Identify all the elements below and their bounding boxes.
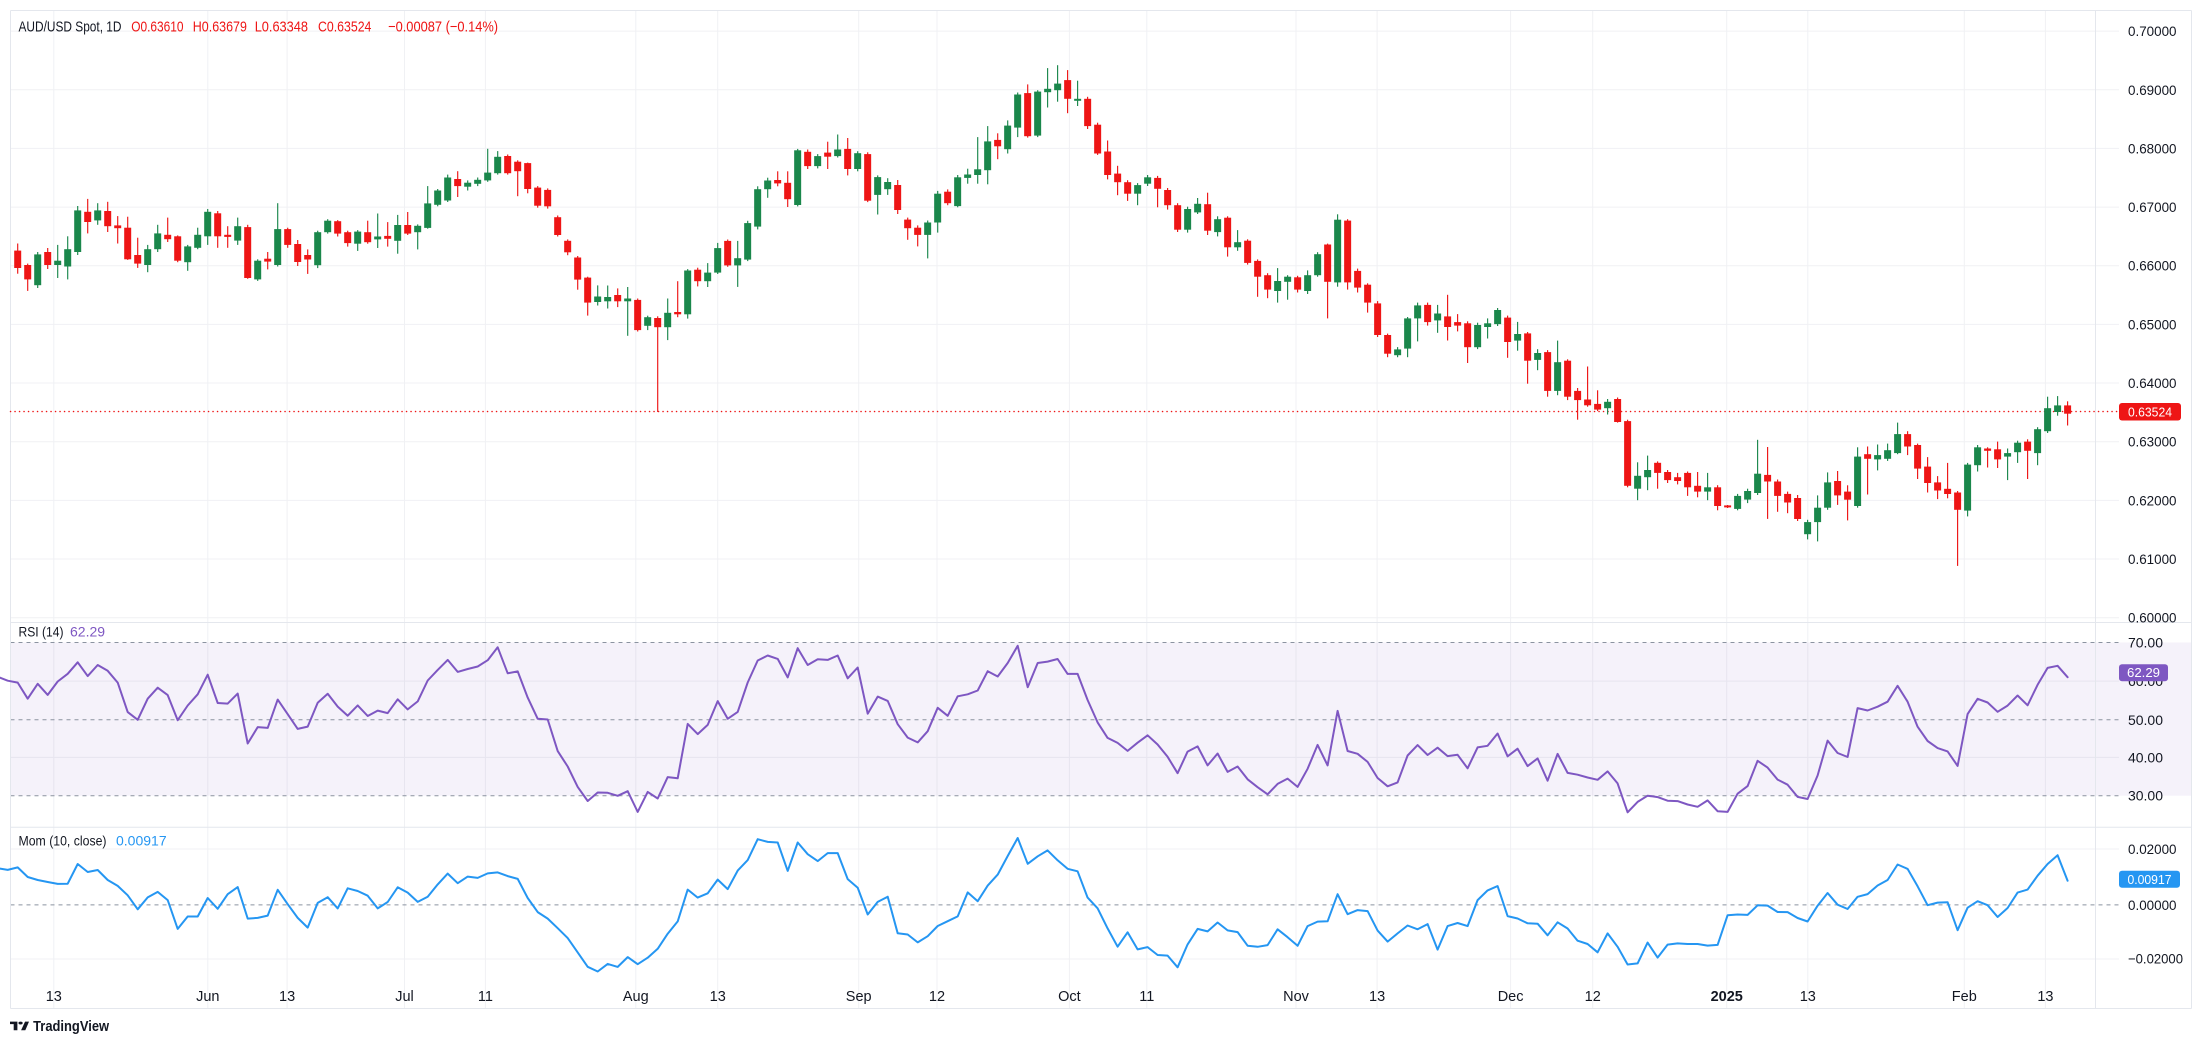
svg-text:0.69000: 0.69000 (2128, 82, 2177, 98)
svg-text:0.67000: 0.67000 (2128, 199, 2177, 215)
svg-text:13: 13 (279, 989, 295, 1005)
svg-text:12: 12 (1585, 989, 1601, 1005)
svg-text:Aug: Aug (623, 989, 649, 1005)
svg-text:0.65000: 0.65000 (2128, 316, 2177, 332)
svg-text:L0.63348: L0.63348 (255, 18, 308, 35)
svg-text:−0.00087 (−0.14%): −0.00087 (−0.14%) (388, 18, 498, 35)
svg-text:TradingView: TradingView (33, 1019, 110, 1035)
svg-text:50.00: 50.00 (2128, 712, 2163, 728)
svg-text:0.70000: 0.70000 (2128, 23, 2177, 39)
svg-text:30.00: 30.00 (2128, 788, 2163, 804)
svg-text:13: 13 (710, 989, 726, 1005)
svg-text:62.29: 62.29 (2127, 665, 2160, 680)
svg-text:13: 13 (2037, 989, 2053, 1005)
svg-text:62.29: 62.29 (70, 624, 105, 640)
svg-text:0.68000: 0.68000 (2128, 140, 2177, 156)
svg-text:0.61000: 0.61000 (2128, 551, 2177, 567)
svg-text:Oct: Oct (1058, 989, 1081, 1005)
svg-text:13: 13 (1800, 989, 1816, 1005)
svg-text:Mom (10, close): Mom (10, close) (19, 833, 107, 849)
svg-text:0.00000: 0.00000 (2128, 897, 2177, 913)
svg-text:0.66000: 0.66000 (2128, 258, 2177, 274)
svg-text:AUD/USD Spot, 1D: AUD/USD Spot, 1D (19, 18, 122, 35)
svg-text:RSI (14): RSI (14) (19, 624, 64, 640)
svg-text:H0.63679: H0.63679 (193, 18, 247, 35)
svg-text:C0.63524: C0.63524 (318, 18, 371, 35)
svg-text:O0.63610: O0.63610 (131, 18, 183, 35)
svg-text:Feb: Feb (1952, 989, 1977, 1005)
svg-text:13: 13 (1369, 989, 1385, 1005)
svg-text:−0.02000: −0.02000 (2128, 951, 2183, 967)
svg-text:0.64000: 0.64000 (2128, 375, 2177, 391)
svg-text:Nov: Nov (1283, 989, 1310, 1005)
svg-text:0.00917: 0.00917 (2128, 872, 2172, 887)
svg-text:Dec: Dec (1498, 989, 1524, 1005)
svg-text:0.60000: 0.60000 (2128, 610, 2177, 626)
svg-text:70.00: 70.00 (2128, 635, 2163, 651)
svg-text:0.63000: 0.63000 (2128, 434, 2177, 450)
svg-text:Sep: Sep (846, 989, 872, 1005)
svg-text:13: 13 (46, 989, 62, 1005)
svg-text:0.63524: 0.63524 (2128, 405, 2172, 420)
svg-text:11: 11 (1139, 989, 1154, 1005)
svg-text:11: 11 (478, 989, 493, 1005)
svg-text:Jul: Jul (395, 989, 414, 1005)
svg-text:40.00: 40.00 (2128, 749, 2163, 765)
svg-text:Jun: Jun (196, 989, 219, 1005)
svg-text:0.02000: 0.02000 (2128, 841, 2177, 857)
svg-text:12: 12 (929, 989, 945, 1005)
svg-text:0.62000: 0.62000 (2128, 492, 2177, 508)
svg-text:2025: 2025 (1711, 989, 1743, 1005)
svg-text:0.00917: 0.00917 (116, 833, 167, 849)
